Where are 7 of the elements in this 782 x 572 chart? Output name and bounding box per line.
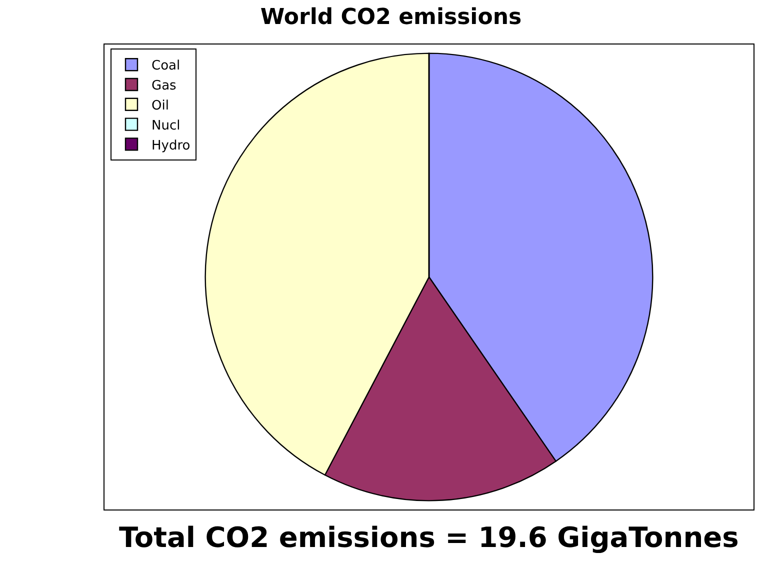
legend-label: Hydro (152, 138, 190, 154)
legend-label: Nucl (152, 118, 180, 134)
text: Total CO2 emissions = 19.6 GigaTonnes (119, 521, 739, 554)
legend-label: Gas (152, 78, 177, 94)
legend-label: Oil (152, 98, 169, 114)
chart-title: World CO2 emissions (260, 4, 522, 30)
legend-label: Coal (152, 58, 180, 74)
